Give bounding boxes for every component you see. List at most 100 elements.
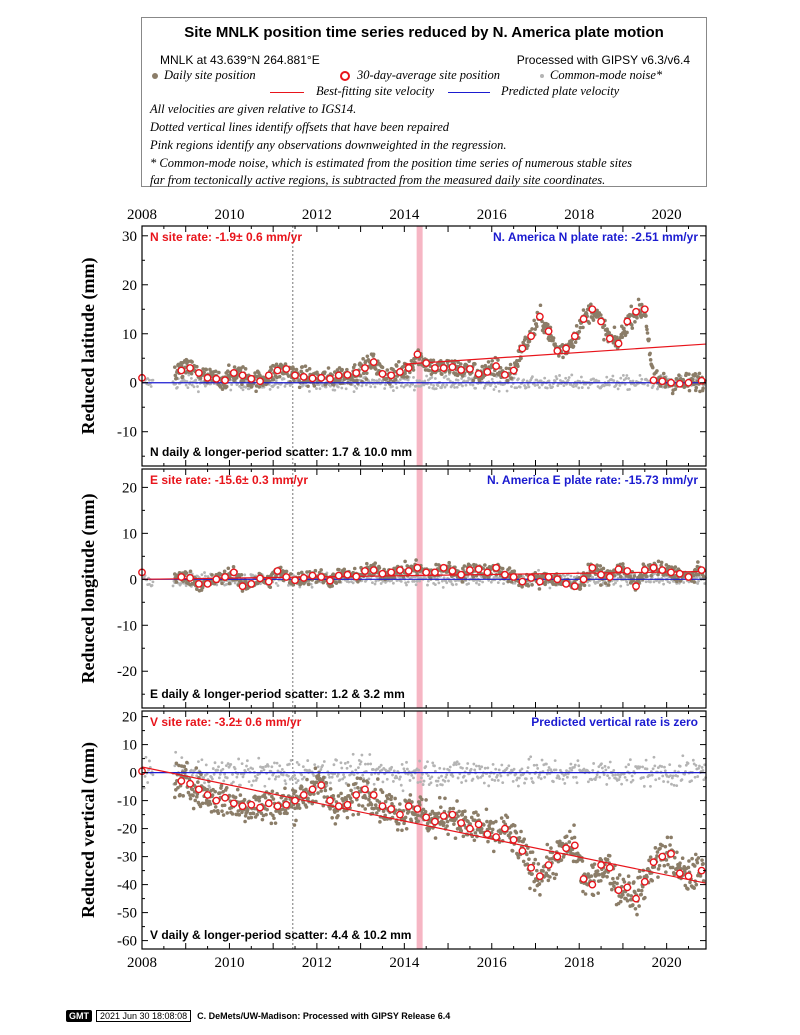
daily-point xyxy=(537,587,542,591)
common-mode-point xyxy=(626,583,630,587)
common-mode-point xyxy=(640,377,644,381)
common-mode-point xyxy=(340,386,344,390)
common-mode-point xyxy=(217,765,220,769)
daily-point xyxy=(269,821,274,826)
common-mode-point xyxy=(573,763,577,767)
daily-point xyxy=(604,332,608,337)
daily-point xyxy=(452,822,456,826)
common-mode-point xyxy=(424,765,428,768)
common-mode-point xyxy=(332,763,336,767)
common-mode-point xyxy=(374,579,378,583)
average-point xyxy=(667,568,675,577)
common-mode-point xyxy=(612,769,616,772)
common-mode-point xyxy=(460,781,463,784)
average-point xyxy=(308,374,317,383)
common-mode-point xyxy=(654,778,658,782)
average-point xyxy=(466,365,474,373)
daily-point xyxy=(345,815,350,820)
common-mode-point xyxy=(250,783,254,787)
average-point xyxy=(649,376,658,385)
average-point xyxy=(579,315,588,323)
common-mode-point xyxy=(682,581,686,584)
daily-point xyxy=(530,327,534,331)
common-mode-point xyxy=(563,782,567,785)
daily-point xyxy=(307,367,312,371)
daily-point xyxy=(322,795,327,799)
common-mode-point xyxy=(361,773,365,777)
common-mode-point xyxy=(612,379,616,383)
daily-point xyxy=(172,365,177,369)
average-point xyxy=(605,334,614,343)
common-mode-point xyxy=(243,573,247,577)
common-mode-point xyxy=(229,762,233,766)
common-mode-point xyxy=(287,762,291,766)
daily-point xyxy=(414,558,418,562)
daily-point xyxy=(292,823,297,827)
daily-point xyxy=(572,835,577,840)
daily-point xyxy=(528,886,532,891)
daily-point xyxy=(253,794,257,799)
common-mode-point xyxy=(353,384,357,388)
daily-point xyxy=(185,760,189,765)
daily-point xyxy=(227,581,232,586)
daily-point xyxy=(644,314,648,318)
common-mode-point xyxy=(694,763,698,767)
daily-point xyxy=(293,789,298,794)
daily-point xyxy=(402,375,406,379)
common-mode-point xyxy=(646,383,650,387)
common-mode-point xyxy=(517,776,521,780)
common-mode-point xyxy=(461,766,464,770)
common-mode-point xyxy=(586,386,590,390)
daily-point xyxy=(270,789,275,794)
average-point xyxy=(614,565,623,574)
daily-point xyxy=(512,569,517,573)
daily-point xyxy=(240,382,244,387)
common-mode-point xyxy=(486,766,490,770)
common-mode-point xyxy=(399,579,403,583)
common-mode-point xyxy=(426,774,430,778)
common-mode-point xyxy=(251,767,255,771)
common-mode-point xyxy=(499,774,503,778)
daily-point xyxy=(494,819,498,824)
common-mode-point xyxy=(224,583,228,586)
daily-point xyxy=(231,565,236,569)
common-mode-point xyxy=(441,383,445,387)
average-point xyxy=(229,369,238,377)
common-mode-point xyxy=(343,775,346,779)
common-mode-point xyxy=(703,582,707,585)
daily-point xyxy=(632,574,637,578)
legend-average: 30-day-average site position xyxy=(357,68,501,82)
common-mode-point xyxy=(442,576,446,580)
daily-point xyxy=(535,868,539,873)
average-point xyxy=(474,565,483,574)
common-mode-point xyxy=(431,761,435,765)
common-mode-point xyxy=(440,579,444,583)
x-tick-label-top: 2020 xyxy=(652,207,682,223)
daily-point xyxy=(447,564,452,568)
daily-point xyxy=(578,586,583,591)
common-mode-point xyxy=(651,384,655,388)
common-mode-point xyxy=(433,764,436,768)
daily-point xyxy=(383,799,388,804)
daily-point xyxy=(628,574,632,579)
daily-point xyxy=(340,367,344,372)
common-mode-point xyxy=(217,776,221,780)
average-point xyxy=(579,575,588,584)
daily-point xyxy=(365,561,369,566)
common-mode-point xyxy=(675,784,679,788)
average-point xyxy=(369,358,378,367)
daily-point xyxy=(283,362,288,366)
daily-point xyxy=(647,337,651,342)
daily-point xyxy=(696,560,700,564)
daily-point xyxy=(306,384,310,389)
common-mode-point xyxy=(500,763,504,767)
daily-point xyxy=(509,376,514,380)
average-point xyxy=(369,566,378,575)
daily-point xyxy=(213,789,217,794)
common-mode-point xyxy=(465,766,469,770)
common-mode-point xyxy=(625,778,629,782)
daily-point xyxy=(567,840,572,844)
average-point xyxy=(570,582,579,591)
daily-point xyxy=(621,562,625,566)
daily-point xyxy=(456,360,460,364)
